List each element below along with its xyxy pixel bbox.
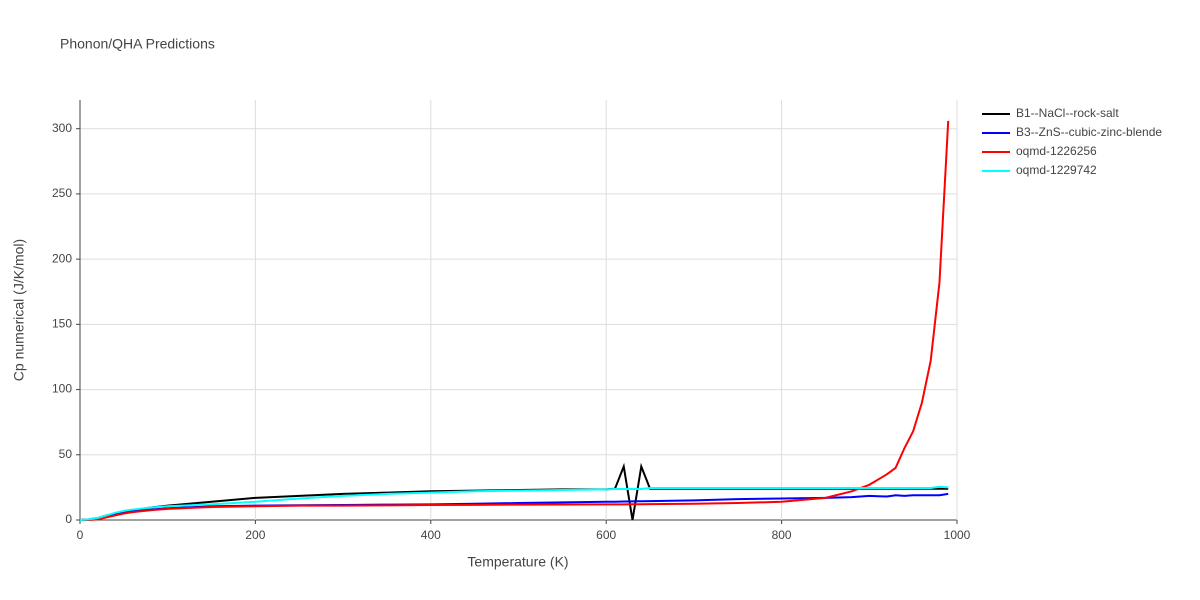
legend-label[interactable]: oqmd-1226256 (1016, 144, 1097, 158)
x-tick-label: 600 (596, 528, 616, 542)
y-axis-title: Cp numerical (J/K/mol) (11, 239, 27, 381)
legend-label[interactable]: oqmd-1229742 (1016, 163, 1097, 177)
chart-title: Phonon/QHA Predictions (60, 36, 215, 52)
series-line (80, 120, 950, 521)
x-axis-title: Temperature (K) (467, 554, 568, 570)
legend-label[interactable]: B1--NaCl--rock-salt (1016, 106, 1119, 120)
x-tick-label: 200 (245, 528, 265, 542)
x-tick-label: 1000 (944, 528, 971, 542)
y-tick-label: 100 (52, 382, 72, 396)
legend-label[interactable]: B3--ZnS--cubic-zinc-blende (1016, 125, 1162, 139)
y-tick-label: 200 (52, 251, 72, 265)
series-line (79, 462, 949, 521)
series-line (79, 485, 949, 521)
x-tick-label: 400 (421, 528, 441, 542)
y-tick-label: 0 (65, 512, 72, 526)
x-tick-label: 0 (77, 528, 84, 542)
x-tick-label: 800 (772, 528, 792, 542)
y-tick-label: 300 (52, 121, 72, 135)
y-tick-label: 250 (52, 186, 72, 200)
y-tick-label: 150 (52, 317, 72, 331)
y-tick-label: 50 (59, 447, 73, 461)
